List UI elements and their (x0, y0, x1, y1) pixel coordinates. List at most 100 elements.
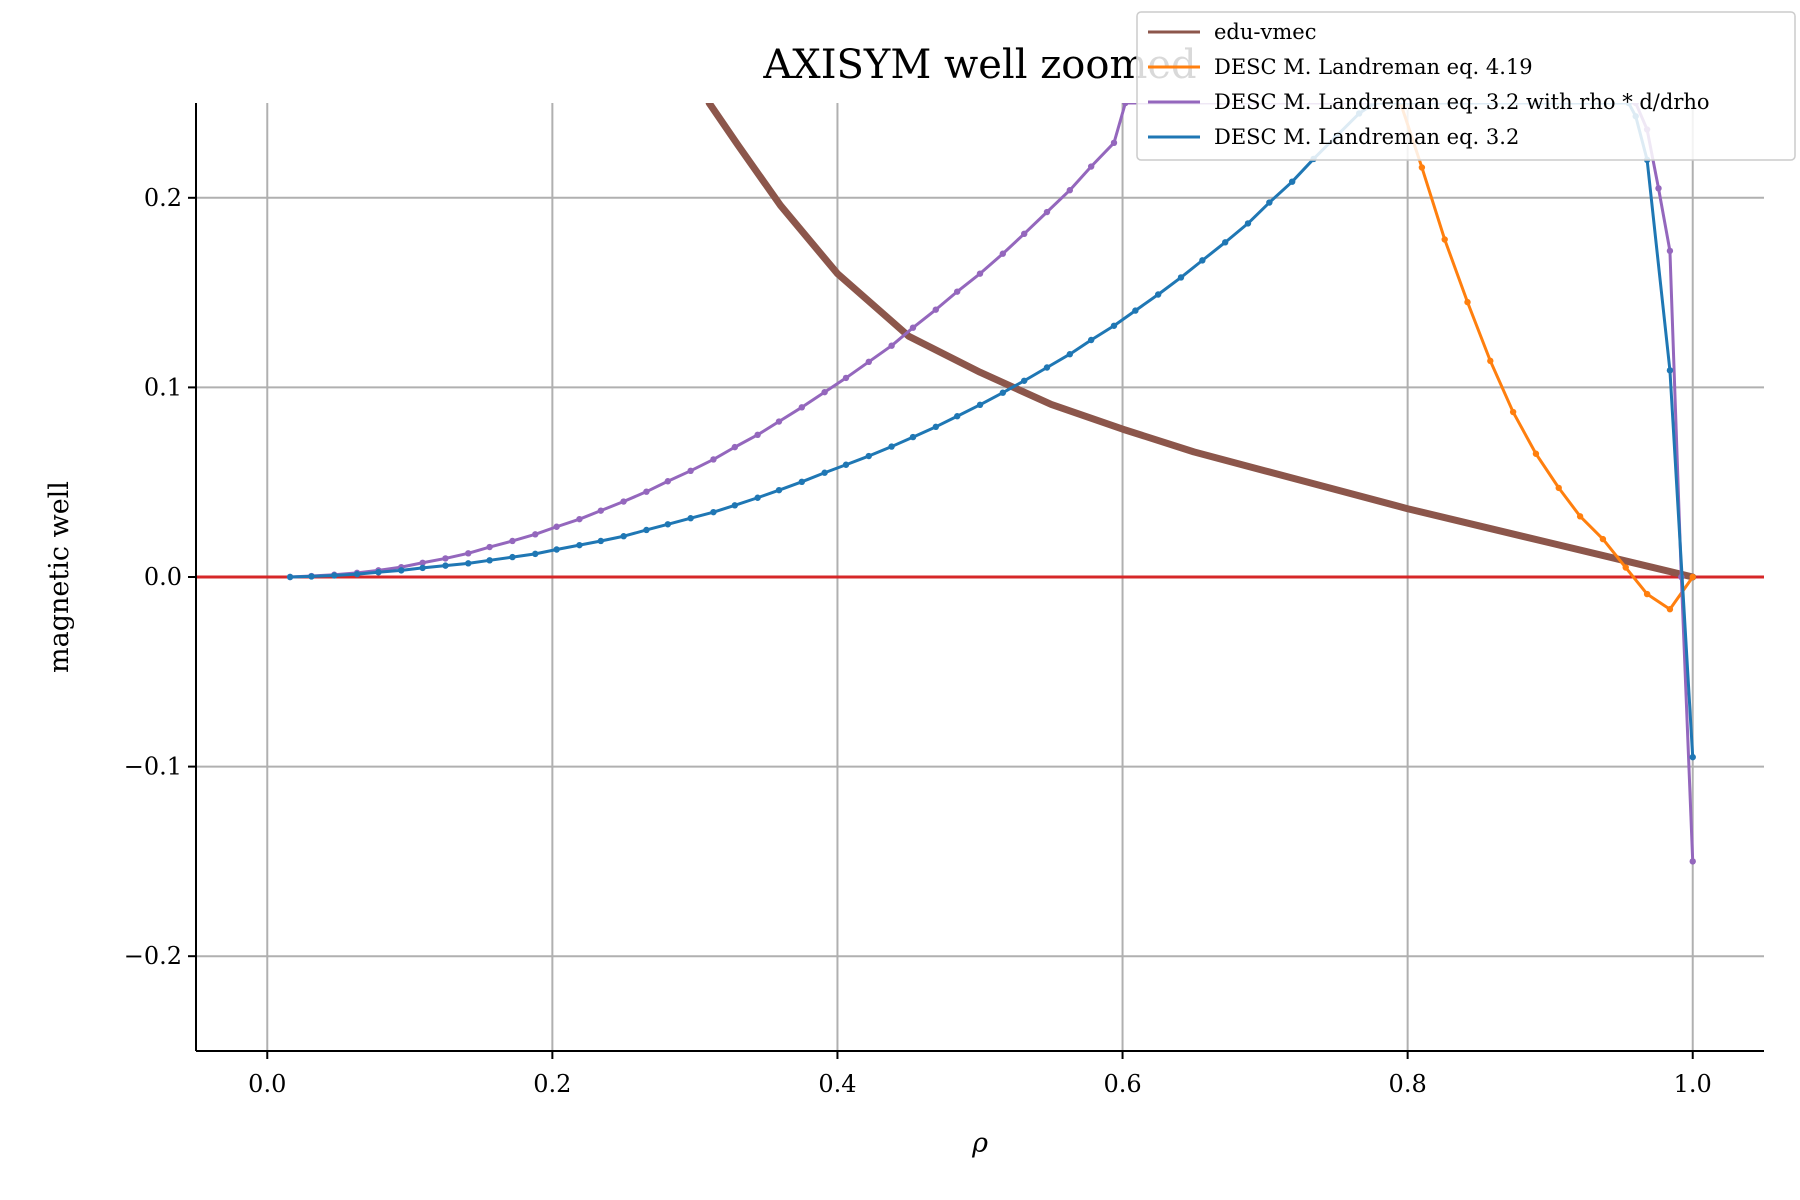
data-point (976, 401, 984, 409)
data-point (754, 431, 761, 438)
data-point (798, 478, 806, 486)
series-0 (705, 103, 1697, 581)
data-point (331, 572, 338, 579)
data-point (442, 562, 449, 569)
x-tick-label: 0.2 (533, 1070, 571, 1098)
data-point (687, 515, 694, 522)
data-point (1509, 408, 1517, 416)
series-line (288, 103, 1695, 863)
data-point (865, 452, 873, 460)
data-point (842, 461, 850, 468)
data-point (486, 543, 493, 551)
data-point (865, 358, 873, 366)
data-point (597, 537, 605, 545)
chart-title: AXISYM well zoomed (762, 42, 1196, 88)
data-point (643, 526, 650, 534)
data-point (1110, 322, 1118, 329)
legend: edu-vmec DESC M. Landreman eq. 4.19 DESC… (1136, 11, 1796, 161)
data-point (1177, 274, 1185, 281)
x-ticks: 0.0 0.2 0.4 0.6 0.8 1.0 (248, 1051, 1712, 1098)
data-point (953, 288, 961, 295)
data-point (576, 541, 583, 549)
legend-label-edu-vmec: edu-vmec (1214, 20, 1316, 44)
data-point (532, 550, 539, 558)
data-point (286, 573, 294, 581)
series-line (1399, 103, 1695, 611)
data-point (1666, 247, 1674, 255)
data-point (1122, 103, 1129, 107)
data-point (842, 374, 850, 382)
data-point (1221, 239, 1229, 246)
series-3 (286, 103, 1696, 761)
data-point (419, 559, 426, 566)
data-point (1043, 208, 1051, 216)
data-point (375, 569, 382, 576)
y-ticks: −0.2 −0.1 0.0 0.1 0.2 (124, 184, 196, 970)
data-point (798, 404, 806, 411)
data-point (1288, 178, 1296, 185)
data-point (398, 567, 405, 574)
data-point (1532, 450, 1540, 457)
data-point (1154, 291, 1162, 298)
data-point (509, 553, 516, 561)
y-tick-label: −0.1 (124, 753, 182, 781)
data-point (1689, 753, 1696, 761)
data-point (597, 507, 605, 514)
data-point (1087, 163, 1095, 170)
data-point (442, 555, 449, 562)
data-point (1199, 257, 1206, 264)
data-point (1266, 199, 1273, 206)
data-point (1666, 606, 1674, 613)
y-tick-label: −0.2 (124, 942, 182, 970)
data-point (731, 502, 739, 509)
data-point (909, 324, 917, 331)
data-point (1555, 484, 1562, 492)
data-point (553, 546, 560, 553)
data-point (1643, 590, 1651, 598)
x-tick-label: 0.4 (818, 1070, 856, 1098)
data-point (1066, 187, 1074, 194)
data-point (754, 494, 761, 501)
legend-box (1136, 11, 1796, 161)
data-point (888, 342, 895, 349)
data-point (1464, 298, 1471, 306)
data-point (465, 560, 472, 567)
data-point (999, 250, 1007, 257)
data-point (664, 521, 672, 528)
legend-label-eq-4-19: DESC M. Landreman eq. 4.19 (1214, 55, 1533, 79)
data-point (620, 533, 627, 540)
series-line (288, 103, 1695, 759)
data-point (1655, 185, 1662, 192)
data-point (643, 488, 650, 495)
y-tick-label: 0.2 (144, 184, 182, 212)
x-tick-label: 0.6 (1103, 1070, 1141, 1098)
data-point (1244, 220, 1252, 227)
x-axis-label: ρ (971, 1128, 988, 1159)
data-point (576, 515, 583, 523)
data-point (710, 508, 717, 516)
data-point (1020, 230, 1028, 238)
series-layer (286, 103, 1697, 865)
data-point (999, 389, 1007, 396)
data-point (932, 306, 940, 313)
data-point (1622, 564, 1629, 571)
data-point (1441, 236, 1448, 243)
data-point (486, 557, 493, 564)
data-point (620, 498, 627, 505)
data-point (821, 388, 828, 396)
data-point (1132, 307, 1139, 314)
data-point (465, 550, 472, 557)
data-point (710, 456, 717, 463)
data-point (1689, 573, 1696, 581)
y-axis-label: magnetic well (44, 481, 75, 673)
data-point (1020, 377, 1028, 384)
data-point (775, 486, 783, 494)
data-point (953, 413, 961, 420)
data-point (909, 433, 917, 441)
data-point (821, 469, 828, 476)
data-point (1418, 164, 1426, 171)
data-point (888, 443, 895, 450)
legend-label-eq-3-2: DESC M. Landreman eq. 3.2 (1214, 125, 1519, 149)
data-point (1087, 336, 1095, 344)
